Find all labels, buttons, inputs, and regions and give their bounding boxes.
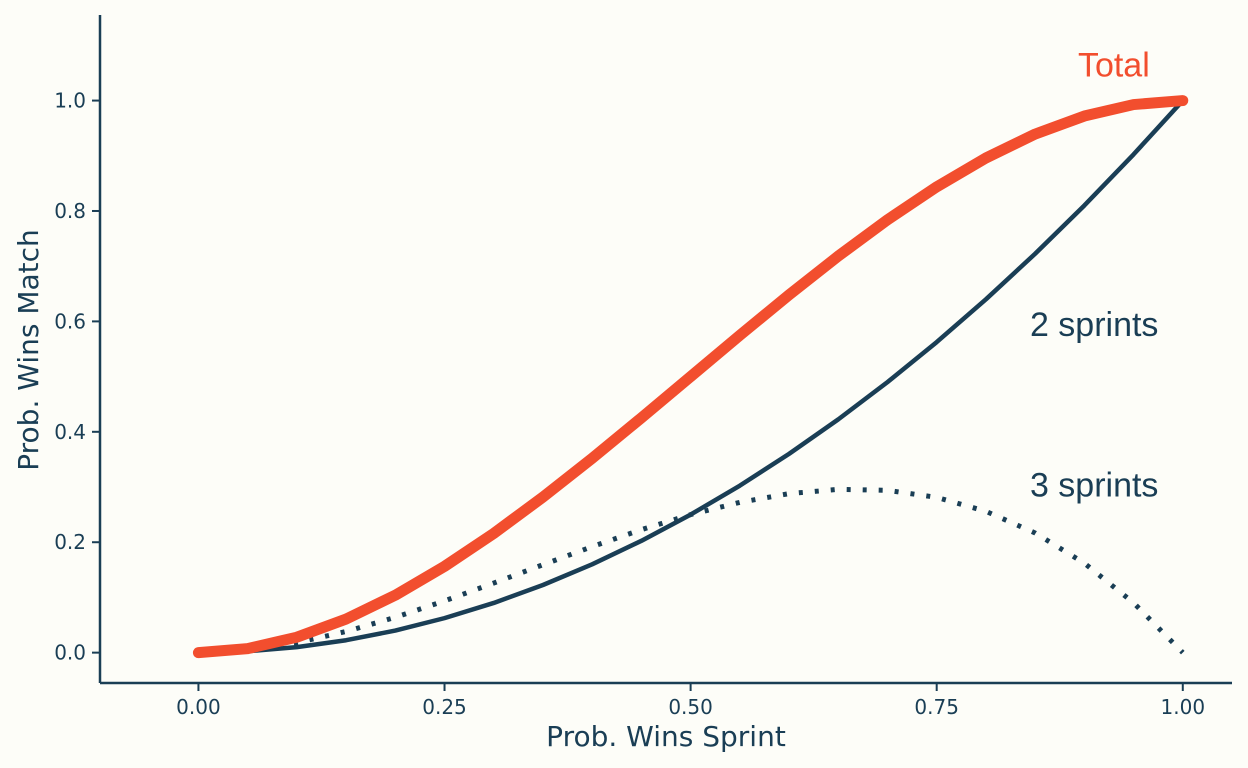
y-tick-label: 1.0 [54, 89, 86, 113]
annotation-total: Total [1078, 47, 1150, 85]
x-tick-label: 0.25 [422, 695, 467, 719]
x-axis-title: Prob. Wins Sprint [546, 720, 786, 753]
axes: 0.00 0.25 0.50 0.75 1.00 0.0 0.2 0.4 0.6 0.8 1.0 [54, 15, 1232, 719]
x-tick-label: 0.00 [176, 695, 221, 719]
annotations: Total 2 sprints 3 sprints [1030, 47, 1159, 505]
y-tick-label: 0.8 [54, 199, 86, 223]
x-tick-label: 0.75 [914, 695, 959, 719]
y-axis-title: Prob. Wins Match [12, 229, 45, 471]
series-line-2-sprints [196, 98, 1186, 655]
annotation-3-sprints: 3 sprints [1030, 466, 1159, 504]
annotation-2-sprints: 2 sprints [1030, 306, 1159, 344]
y-tick-label: 0.2 [54, 530, 86, 554]
series-lines [192, 95, 1189, 659]
x-tick-label: 0.50 [668, 695, 713, 719]
x-tick-label: 1.00 [1161, 695, 1206, 719]
y-tick-label: 0.4 [54, 420, 86, 444]
y-tick-label: 0.0 [54, 641, 86, 665]
series-line-total [192, 95, 1189, 659]
y-tick-label: 0.6 [54, 309, 86, 333]
